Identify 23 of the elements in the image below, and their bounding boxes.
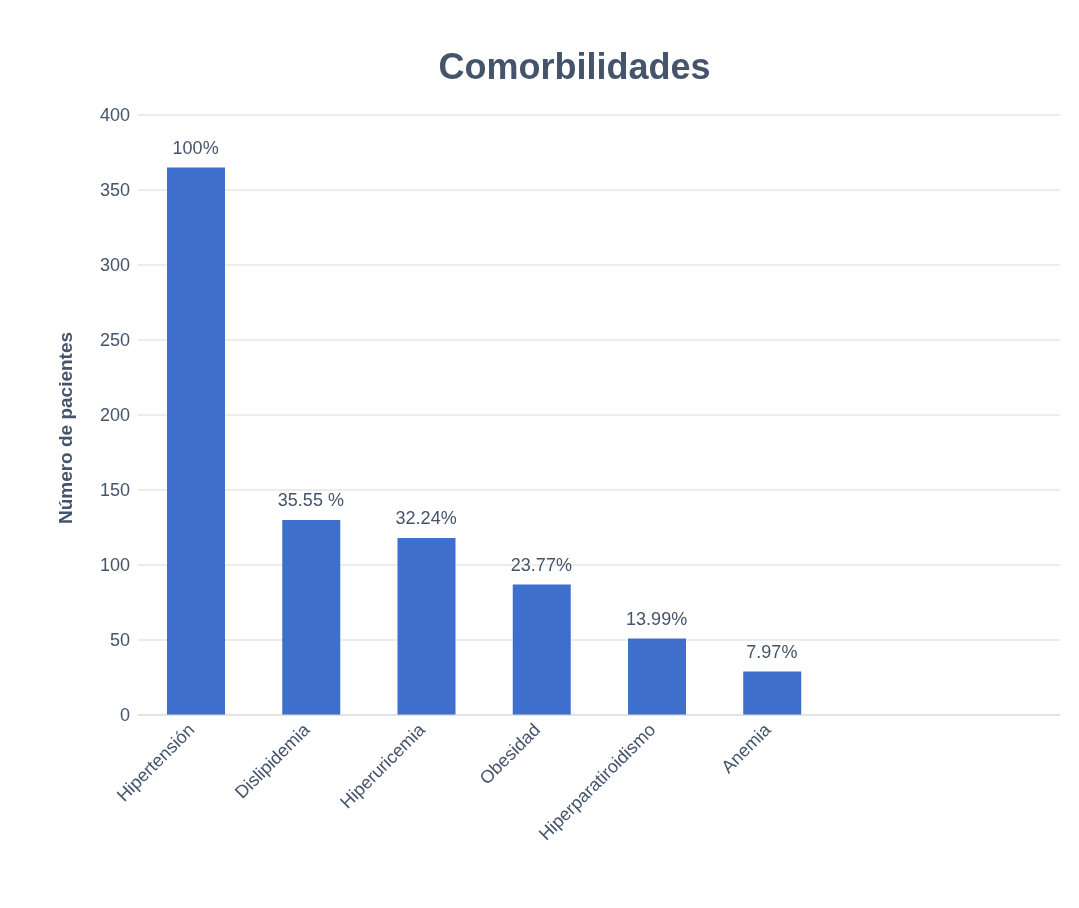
annotation: 7.97% bbox=[746, 641, 798, 662]
annotation: 23.77% bbox=[510, 554, 572, 575]
y-tick-label: 400 bbox=[99, 105, 130, 126]
annotation: 32.24% bbox=[395, 508, 457, 528]
bar bbox=[397, 538, 456, 715]
annotation: 35.55 % bbox=[277, 490, 344, 510]
bar bbox=[628, 638, 686, 715]
y-tick-label: 350 bbox=[99, 180, 130, 201]
bar bbox=[282, 520, 341, 715]
annotation: 13.99% bbox=[626, 608, 688, 629]
y-tick-label: 150 bbox=[99, 480, 130, 501]
y-axis-title: Número de pacientes bbox=[55, 331, 77, 525]
y-tick-label: 0 bbox=[119, 705, 130, 726]
chart-title: Comorbilidades bbox=[437, 46, 712, 88]
y-tick-label: 50 bbox=[109, 630, 130, 651]
y-tick-label: 200 bbox=[99, 405, 130, 426]
annotation: 100% bbox=[172, 137, 219, 158]
y-tick-label: 250 bbox=[99, 330, 130, 351]
y-tick-label: 100 bbox=[99, 555, 130, 576]
bar bbox=[512, 584, 571, 715]
y-tick-label: 300 bbox=[99, 255, 130, 276]
bar bbox=[167, 167, 225, 715]
bar bbox=[743, 671, 802, 715]
